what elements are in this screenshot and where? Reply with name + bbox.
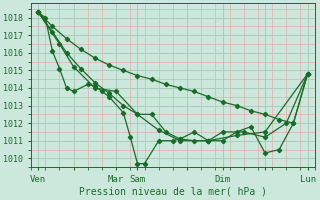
X-axis label: Pression niveau de la mer( hPa ): Pression niveau de la mer( hPa ) — [79, 187, 267, 197]
